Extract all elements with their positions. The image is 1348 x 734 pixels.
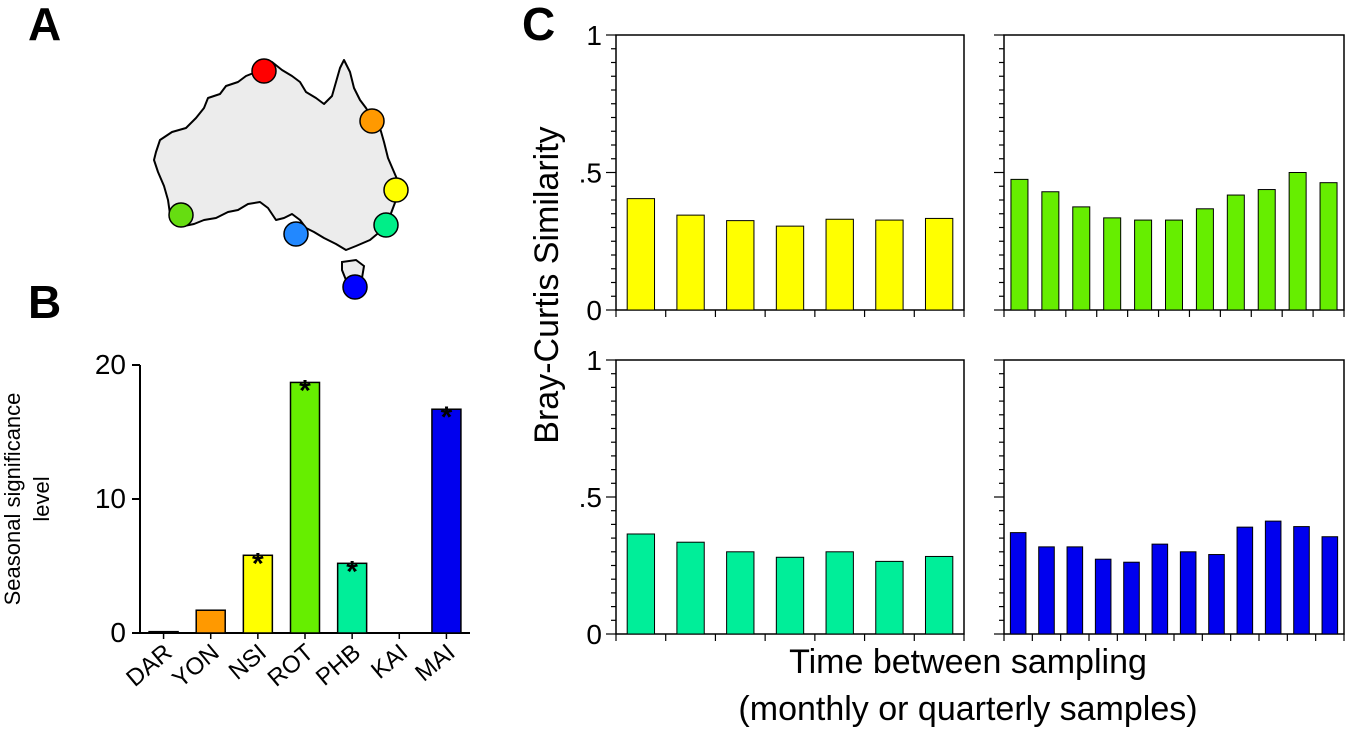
c-bar (1041, 191, 1060, 311)
site-marker-mai (342, 274, 368, 300)
c-bar (924, 555, 954, 635)
b-bar-mai (431, 408, 462, 634)
c-bar (1319, 182, 1338, 311)
c-bar (1321, 536, 1339, 635)
b-significance-star: * (252, 547, 264, 580)
c-bar (676, 214, 705, 311)
b-x-tick-label: PHB (311, 639, 366, 691)
site-marker-nsi (383, 177, 409, 203)
c-bar (626, 533, 656, 635)
c-bar (1009, 532, 1027, 635)
b-y-tick-label: 0 (110, 617, 126, 648)
c-subplot-rot (994, 34, 1345, 317)
c-y-tick-label: .5 (579, 482, 602, 513)
panel-letter-c: C (522, 0, 555, 50)
b-x-tick-label: KAI (366, 639, 413, 685)
c-bar (1208, 554, 1225, 635)
c-bar (1236, 526, 1254, 635)
c-bar (1151, 543, 1169, 635)
c-bar (726, 551, 755, 635)
c-x-axis-title-line1: Time between sampling (789, 643, 1147, 681)
c-bar (1288, 172, 1307, 311)
c-bar (1165, 219, 1183, 311)
c-bar (825, 218, 854, 311)
c-bar (875, 560, 904, 635)
c-bar (626, 198, 656, 311)
c-y-axis-title: Bray-Curtis Similarity (528, 126, 566, 443)
site-marker-yon (359, 108, 385, 134)
c-bar (1264, 520, 1282, 635)
australia-mainland (153, 59, 401, 251)
site-marker-dar (251, 58, 277, 84)
b-bar-dar (148, 630, 179, 634)
c-y-tick-label: 0 (586, 619, 602, 650)
c-bar (1134, 219, 1153, 311)
c-bar (1195, 208, 1214, 311)
c-subplot-nsi: 0.51 (579, 20, 965, 326)
c-bar (875, 219, 904, 311)
c-bar (1103, 217, 1122, 311)
australia-map (153, 58, 409, 300)
site-marker-kai (283, 221, 309, 247)
b-y-tick-label: 20 (95, 349, 126, 380)
b-y-axis-title: Seasonal significance level (0, 393, 54, 606)
c-bar (1094, 558, 1112, 635)
c-bar (924, 217, 954, 311)
b-significance-star: * (441, 401, 453, 434)
c-bar (775, 556, 805, 635)
panel-letter-b: B (28, 276, 61, 328)
b-x-tick-label: ROT (263, 639, 319, 692)
b-x-tick-label: DAR (121, 639, 177, 692)
b-significance-star: * (346, 555, 358, 588)
c-bar (1226, 194, 1245, 311)
panel-letter-a: A (28, 0, 61, 50)
c-bar (1293, 526, 1310, 635)
c-bar (1123, 561, 1140, 635)
c-bar (1257, 189, 1276, 311)
c-bar (726, 220, 755, 311)
c-bar (1010, 178, 1029, 311)
b-x-tick-label: YON (167, 639, 224, 693)
c-bar (825, 551, 854, 635)
c-y-tick-label: 1 (586, 345, 602, 376)
b-x-tick-label: MAI (410, 639, 460, 687)
c-bar (1066, 546, 1084, 635)
c-bar (1072, 206, 1091, 311)
c-subplot-phb: 0.51 (579, 345, 965, 650)
c-bar (775, 225, 805, 311)
c-bar (676, 541, 705, 635)
c-bar (1038, 546, 1055, 635)
b-bar-yon (195, 609, 226, 634)
c-x-axis-title-line2: (monthly or quarterly samples) (738, 690, 1197, 728)
c-y-tick-label: .5 (579, 158, 602, 189)
b-y-tick-label: 10 (95, 483, 126, 514)
c-subplot-mai (994, 359, 1345, 641)
b-bar-rot (289, 381, 321, 634)
site-marker-phb (373, 212, 399, 238)
c-plot-frame (1003, 359, 1345, 635)
c-y-tick-label: 0 (586, 295, 602, 326)
c-bar (1179, 551, 1197, 635)
b-significance-star: * (299, 374, 311, 407)
b-x-tick-label: NSI (224, 639, 272, 685)
c-y-tick-label: 1 (586, 20, 602, 51)
site-marker-rot (168, 202, 194, 228)
